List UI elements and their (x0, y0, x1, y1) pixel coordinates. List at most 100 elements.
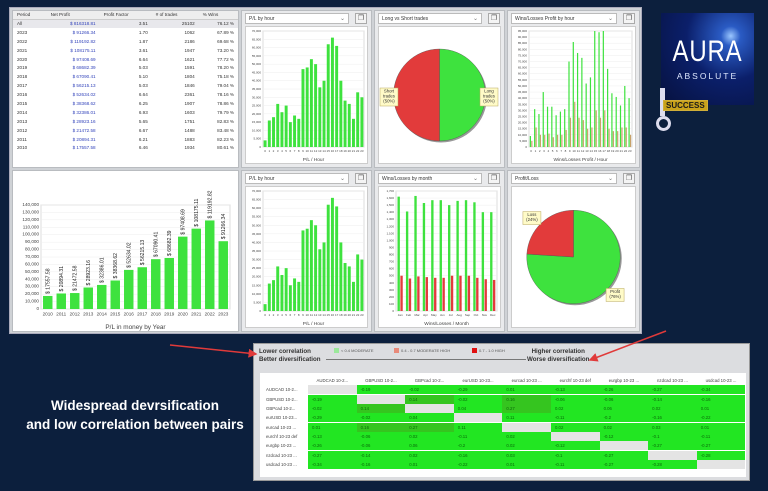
plot-frame (528, 30, 633, 148)
restore-window-icon[interactable]: ❐ (355, 173, 367, 184)
y-tick-label: 100,000 (22, 232, 39, 237)
x-tick-label: 14 (322, 313, 326, 317)
x-tick-label: 2019 (164, 312, 175, 317)
chart-selector-dropdown[interactable]: Profit/Loss ⌄ (511, 173, 617, 184)
y-tick-label: 60,000 (518, 72, 528, 76)
x-tick-label: May (431, 313, 437, 317)
y-tick-label: 60,000 (252, 46, 262, 50)
slice-label: Profit (76%) (609, 289, 621, 299)
y-tick-label: 30,000 (252, 95, 262, 99)
correlation-cell: 0.16 (356, 422, 406, 432)
y-tick-label: 40,000 (25, 276, 39, 281)
chart-selector-dropdown[interactable]: P/L by hour ⌄ (245, 173, 349, 184)
data-label: $ 56215.13 (140, 240, 146, 266)
correlation-cell: -0.11 (696, 431, 746, 441)
column-header: # of trades (151, 11, 199, 20)
bar (611, 93, 613, 147)
bar (551, 106, 553, 147)
table-cell: $ 17557.58 (72, 145, 96, 151)
chevron-down-icon: ⌄ (607, 176, 613, 182)
data-label: $ 119192.82 (208, 190, 214, 218)
plot-area: Profit (76%) Loss (24%) (511, 186, 636, 328)
plot-area: 0 5,000 10,000 15,000 20,000 25,000 30,000 35,0… (511, 26, 636, 164)
trading-dashboard: Period Net Profit Profit Factor # of trades… (9, 7, 642, 334)
slice-label-box (379, 87, 399, 107)
bar (288, 285, 292, 311)
chart-selector-dropdown[interactable]: Long vs Short trades ⌄ (378, 13, 482, 24)
x-tick-label: 12 (314, 149, 318, 153)
x-tick-label: 6 (556, 149, 558, 153)
x-tick-label: 5 (552, 149, 554, 153)
bar (318, 87, 322, 147)
bar (272, 117, 275, 147)
correlation-cell: 0.02 (648, 404, 697, 414)
pl-by-hour-panel: P/L by hour ⌄ ❐ 0 5,000 10,000 15,000 20,000 25,… (241, 10, 372, 168)
table-cell: 2020 (17, 56, 28, 62)
bar (484, 279, 487, 311)
restore-window-icon[interactable]: ❐ (488, 13, 500, 24)
correlation-cell: -0.28 (648, 459, 697, 469)
slice-label-box (605, 288, 625, 302)
x-tick-label: 4 (281, 313, 283, 317)
restore-window-icon[interactable]: ❐ (488, 173, 500, 184)
correlation-cell: -0.28 (696, 450, 746, 460)
long-short-pie-chart: Long trades (50%) Short trades (50%) (379, 48, 499, 143)
x-tick-label: 12 (581, 149, 585, 153)
x-tick-label: 8 (565, 149, 567, 153)
y-tick-label: 90,000 (518, 35, 528, 39)
bar (559, 111, 562, 147)
bar (574, 101, 576, 147)
y-tick-label: 50,000 (252, 62, 262, 66)
y-tick-label: 95,000 (518, 29, 528, 33)
correlation-cell: -0.16 (453, 450, 503, 460)
table-cell: 78.20 % (217, 65, 234, 71)
correlation-cell: 0.14 (356, 404, 406, 414)
bar (335, 206, 339, 311)
bar (534, 109, 536, 147)
long-short-panel: Long vs Short trades ⌄ ❐ Long trades (50%) Sho… (374, 10, 505, 168)
bar (297, 118, 301, 147)
bar (301, 69, 305, 147)
bar (356, 92, 360, 147)
chart-selector-dropdown[interactable]: Wins/Losses Profit by hour ⌄ (511, 13, 617, 24)
table-row: 2019 $ 68682.39 5.03 1591 78.20 % (13, 63, 238, 72)
chart-selector-dropdown[interactable]: P/L by hour ⌄ (245, 13, 349, 24)
data-label: $ 52634.02 (127, 242, 133, 268)
y-tick-label: 110,000 (23, 224, 40, 229)
table-cell: $ 816318.81 (46, 19, 100, 28)
bar (335, 45, 339, 147)
y-tick-label: 20,000 (252, 275, 262, 279)
bar (97, 284, 107, 309)
restore-window-icon[interactable]: ❐ (623, 173, 635, 184)
x-tick-label: 2017 (137, 312, 148, 317)
chart-selector-dropdown[interactable]: Wins/Losses by month ⌄ (378, 173, 482, 184)
bar (481, 212, 485, 311)
restore-window-icon[interactable]: ❐ (623, 13, 635, 24)
x-tick-label: 9 (302, 313, 304, 317)
bar (490, 212, 493, 311)
correlation-cell: -0.12 (599, 431, 649, 441)
bar (360, 259, 364, 311)
bar (625, 127, 627, 147)
table-cell: $ 56215.13 (72, 83, 96, 89)
y-tick-label: 40,000 (518, 96, 528, 100)
x-tick-label: 15 (327, 149, 331, 153)
pie-slice (526, 210, 574, 258)
table-cell: 2186 (184, 38, 195, 44)
bar (450, 275, 454, 311)
chart-title: Wins/Losses by month (382, 176, 433, 182)
correlation-cell: -0.29 (308, 413, 357, 423)
table-cell: 2016 (17, 92, 28, 98)
bar (629, 134, 632, 147)
correlation-cell: -0.06 (356, 441, 406, 451)
table-cell: $ 32386.01 (72, 109, 96, 115)
table-cell: 2010 (17, 145, 28, 151)
legend-swatch (334, 348, 339, 353)
bar (218, 241, 228, 309)
slice-label: Short trades (50%) (383, 89, 395, 104)
y-tick-label: 900 (389, 245, 394, 249)
correlation-cell: -0.34 (308, 459, 357, 469)
x-axis-label: P/L / Hour (303, 321, 325, 327)
restore-window-icon[interactable]: ❐ (355, 13, 367, 24)
column-header: GBPcad 10-2... (414, 378, 445, 384)
